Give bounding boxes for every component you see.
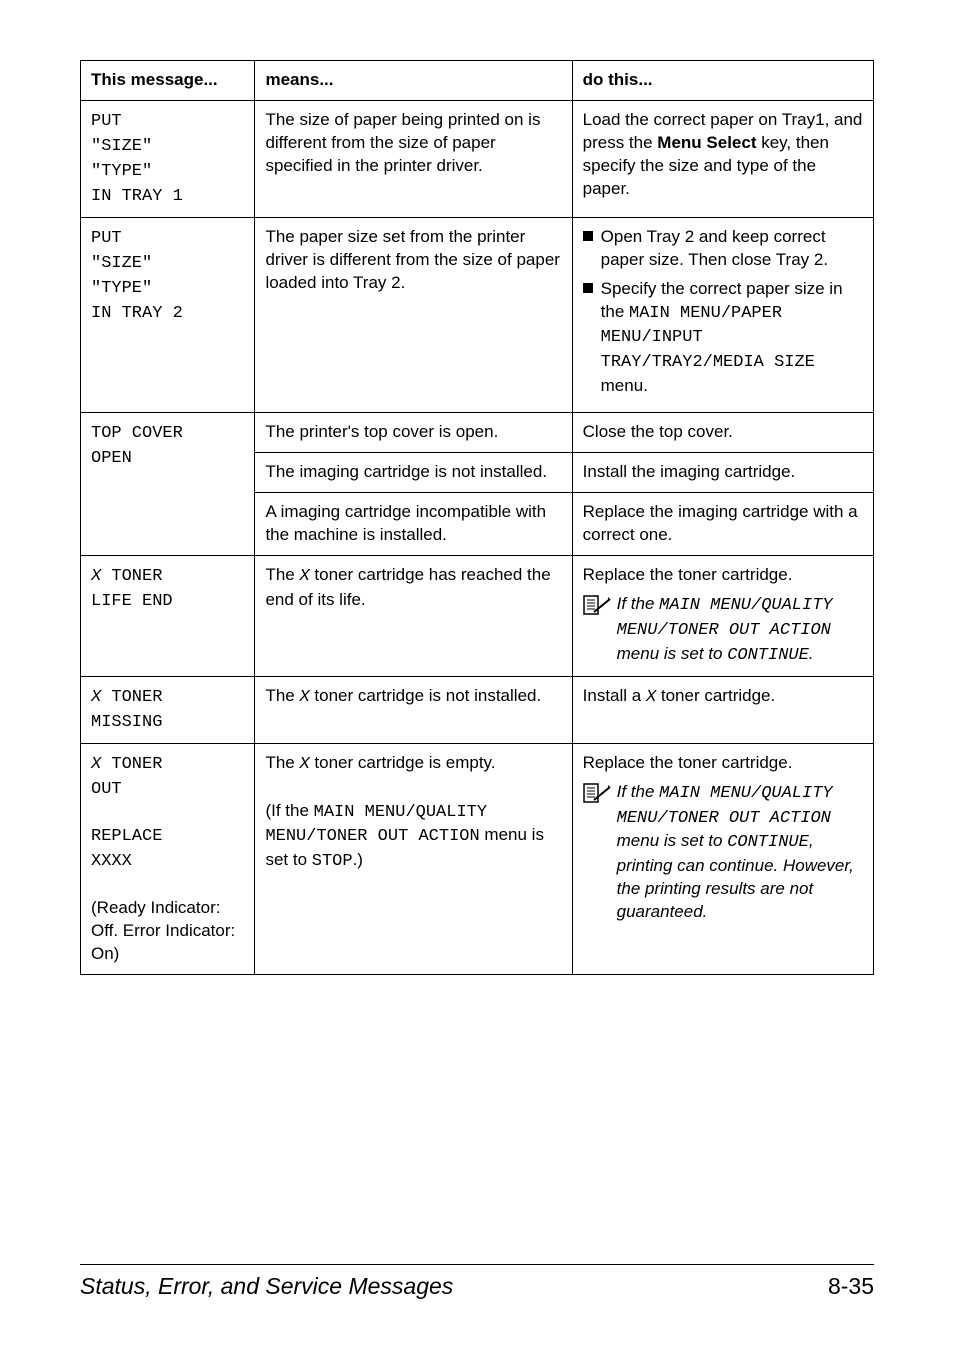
text-bold: Menu Select: [657, 133, 756, 152]
note-text: If the MAIN MENU/QUALITY MENU/TONER OUT …: [617, 781, 863, 925]
text: menu is set to: [617, 831, 728, 850]
square-bullet-icon: [583, 231, 593, 241]
msg-code: MISSING: [91, 713, 162, 732]
msg-subtext: (Ready Indicator: Off. Error Indicator: …: [91, 898, 235, 963]
cell-do: Close the top cover.: [572, 413, 873, 453]
header-this-message: This message...: [81, 61, 255, 101]
cell-do: Open Tray 2 and keep correct paper size.…: [572, 217, 873, 413]
cell-means: The size of paper being printed on is di…: [255, 100, 572, 217]
note: If the MAIN MENU/QUALITY MENU/TONER OUT …: [583, 593, 863, 668]
page-footer: Status, Error, and Service Messages 8-35: [80, 1264, 874, 1300]
msg-code: TONER: [101, 567, 162, 586]
msg-code: "SIZE": [91, 254, 152, 273]
inline-var: X: [299, 567, 309, 586]
square-bullet-icon: [583, 283, 593, 293]
cell-means: A imaging cartridge incompatible with th…: [255, 493, 572, 556]
footer-line: Status, Error, and Service Messages 8-35: [80, 1265, 874, 1300]
cell-msg: TOP COVER OPEN: [81, 413, 255, 556]
text: menu is set to: [617, 644, 728, 663]
note: If the MAIN MENU/QUALITY MENU/TONER OUT …: [583, 781, 863, 925]
msg-code: OUT: [91, 780, 122, 799]
messages-table: This message... means... do this... PUT …: [80, 60, 874, 975]
cell-means: The X toner cartridge is empty. (If the …: [255, 743, 572, 974]
text: If the: [617, 782, 660, 801]
text: menu.: [601, 376, 648, 395]
msg-code: IN TRAY 2: [91, 304, 183, 323]
text: toner cartridge.: [656, 686, 775, 705]
text: The: [265, 753, 299, 772]
header-means: means...: [255, 61, 572, 101]
msg-code: "TYPE": [91, 162, 152, 181]
bullet-item: Open Tray 2 and keep correct paper size.…: [583, 226, 863, 272]
bullet-text: Open Tray 2 and keep correct paper size.…: [601, 226, 863, 272]
msg-code: "TYPE": [91, 279, 152, 298]
bullet-text: Specify the correct paper size in the MA…: [601, 278, 863, 399]
text: .): [353, 850, 363, 869]
msg-code: XXXX: [91, 852, 132, 871]
cell-do: Install the imaging cartridge.: [572, 453, 873, 493]
cell-msg: X TONER MISSING: [81, 676, 255, 743]
msg-var: X: [91, 688, 101, 707]
inline-code: STOP: [312, 852, 353, 871]
cell-means: The imaging cartridge is not installed.: [255, 453, 572, 493]
text: Replace the toner cartridge.: [583, 752, 863, 775]
note-icon: [583, 595, 611, 617]
msg-code: TONER: [101, 755, 162, 774]
footer-title: Status, Error, and Service Messages: [80, 1273, 453, 1300]
cell-do: Load the correct paper on Tray1, and pre…: [572, 100, 873, 217]
text: Replace the toner cartridge.: [583, 564, 863, 587]
cell-msg: X TONER OUT REPLACE XXXX (Ready Indicato…: [81, 743, 255, 974]
footer-page-number: 8-35: [828, 1273, 874, 1300]
cell-means: The printer's top cover is open.: [255, 413, 572, 453]
inline-code: CONTINUE: [727, 646, 809, 665]
inline-var: X: [299, 688, 309, 707]
row-x-life-end: X TONER LIFE END The X toner cartridge h…: [81, 556, 874, 677]
cell-means: The X toner cartridge has reached the en…: [255, 556, 572, 677]
text: If the: [617, 594, 660, 613]
msg-code: TONER: [101, 688, 162, 707]
inline-code: MAIN MENU/PAPER MENU/INPUT TRAY/TRAY2/ME…: [601, 304, 815, 373]
text: toner cartridge is not installed.: [310, 686, 542, 705]
text: The: [265, 686, 299, 705]
msg-code: PUT: [91, 112, 122, 131]
row-x-missing: X TONER MISSING The X toner cartridge is…: [81, 676, 874, 743]
msg-var: X: [91, 567, 101, 586]
page: This message... means... do this... PUT …: [0, 0, 954, 1350]
text: .: [809, 644, 814, 663]
msg-var: X: [91, 755, 101, 774]
cell-means: The paper size set from the printer driv…: [255, 217, 572, 413]
inline-var: X: [646, 688, 656, 707]
msg-code: IN TRAY 1: [91, 187, 183, 206]
row-put-tray1: PUT "SIZE" "TYPE" IN TRAY 1 The size of …: [81, 100, 874, 217]
bullet-item: Specify the correct paper size in the MA…: [583, 278, 863, 399]
text: (If the: [265, 801, 313, 820]
text: Install a: [583, 686, 646, 705]
msg-code: REPLACE: [91, 827, 162, 846]
cell-do: Replace the imaging cartridge with a cor…: [572, 493, 873, 556]
row-put-tray2: PUT "SIZE" "TYPE" IN TRAY 2 The paper si…: [81, 217, 874, 413]
note-text: If the MAIN MENU/QUALITY MENU/TONER OUT …: [617, 593, 863, 668]
header-do-this: do this...: [572, 61, 873, 101]
row-top-cover-1: TOP COVER OPEN The printer's top cover i…: [81, 413, 874, 453]
msg-code: TOP COVER: [91, 424, 183, 443]
msg-code: OPEN: [91, 449, 132, 468]
cell-means: The X toner cartridge is not installed.: [255, 676, 572, 743]
cell-do: Replace the toner cartridge. If: [572, 556, 873, 677]
cell-msg: PUT "SIZE" "TYPE" IN TRAY 2: [81, 217, 255, 413]
note-icon: [583, 783, 611, 805]
text: toner cartridge is empty.: [310, 753, 496, 772]
row-x-out: X TONER OUT REPLACE XXXX (Ready Indicato…: [81, 743, 874, 974]
cell-do: Install a X toner cartridge.: [572, 676, 873, 743]
inline-var: X: [299, 755, 309, 774]
table-header-row: This message... means... do this...: [81, 61, 874, 101]
msg-code: PUT: [91, 229, 122, 248]
cell-msg: X TONER LIFE END: [81, 556, 255, 677]
cell-msg: PUT "SIZE" "TYPE" IN TRAY 1: [81, 100, 255, 217]
msg-code: LIFE END: [91, 592, 173, 611]
inline-code: CONTINUE: [727, 833, 809, 852]
msg-code: "SIZE": [91, 137, 152, 156]
text: The: [265, 565, 299, 584]
cell-do: Replace the toner cartridge. If: [572, 743, 873, 974]
